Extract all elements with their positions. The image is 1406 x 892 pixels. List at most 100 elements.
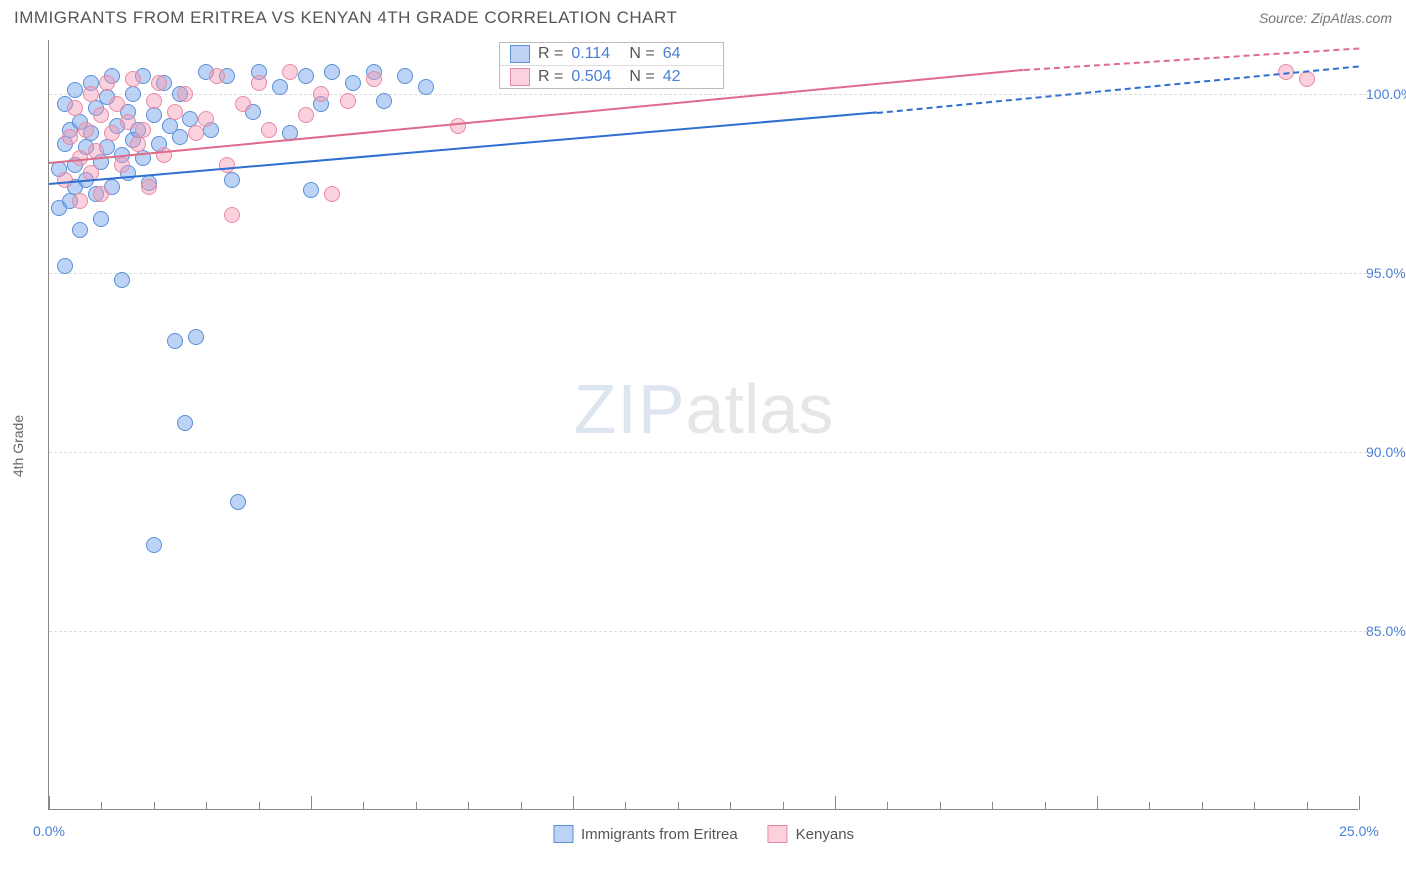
scatter-point [93,107,109,123]
y-tick-label: 90.0% [1366,444,1406,460]
gridline-h [49,452,1367,453]
x-tick [311,796,312,810]
scatter-point [146,93,162,109]
scatter-point [114,272,130,288]
scatter-point [324,186,340,202]
x-tick [573,796,574,810]
x-minor-tick [992,802,993,810]
x-minor-tick [521,802,522,810]
x-minor-tick [1202,802,1203,810]
scatter-point [397,68,413,84]
scatter-point [146,537,162,553]
legend-label: Kenyans [796,826,854,843]
scatter-point [198,111,214,127]
x-tick [835,796,836,810]
scatter-point [177,415,193,431]
scatter-point [376,93,392,109]
scatter-point [224,172,240,188]
legend-swatch [510,45,530,63]
y-tick-label: 85.0% [1366,623,1406,639]
trend-line-dash [877,65,1359,114]
scatter-point [272,79,288,95]
trend-line-dash [1024,47,1359,70]
x-minor-tick [154,802,155,810]
x-minor-tick [468,802,469,810]
x-minor-tick [940,802,941,810]
scatter-point [67,100,83,116]
gridline-h [49,631,1367,632]
stat-r-label: R = [538,45,563,63]
scatter-point [93,211,109,227]
watermark-zip: ZIP [574,370,686,448]
scatter-point [167,333,183,349]
x-minor-tick [783,802,784,810]
source-name: ZipAtlas.com [1311,10,1392,26]
scatter-point [366,71,382,87]
scatter-point [130,136,146,152]
stat-n-value: 64 [663,45,713,63]
scatter-point [167,104,183,120]
scatter-point [450,118,466,134]
chart-plot-area: ZIPatlas 100.0%95.0%90.0%85.0%0.0%25.0%R… [48,40,1358,810]
scatter-point [282,64,298,80]
x-minor-tick [101,802,102,810]
x-minor-tick [1307,802,1308,810]
x-minor-tick [625,802,626,810]
scatter-point [125,86,141,102]
scatter-point [418,79,434,95]
scatter-point [1299,71,1315,87]
x-tick [1359,796,1360,810]
scatter-point [146,107,162,123]
scatter-point [298,107,314,123]
x-minor-tick [678,802,679,810]
chart-title: IMMIGRANTS FROM ERITREA VS KENYAN 4TH GR… [14,8,677,28]
scatter-point [230,494,246,510]
scatter-point [188,125,204,141]
legend-label: Immigrants from Eritrea [581,826,738,843]
scatter-point [120,114,136,130]
scatter-point [209,68,225,84]
x-minor-tick [363,802,364,810]
scatter-point [57,172,73,188]
scatter-point [298,68,314,84]
x-minor-tick [730,802,731,810]
scatter-point [303,182,319,198]
legend-item: Kenyans [768,825,854,843]
scatter-point [345,75,361,91]
x-minor-tick [206,802,207,810]
watermark: ZIPatlas [574,369,834,449]
legend-swatch [553,825,573,843]
gridline-h [49,273,1367,274]
chart-source: Source: ZipAtlas.com [1259,10,1392,26]
legend-stats-box: R =0.114N =64R =0.504N =42 [499,42,724,89]
scatter-point [104,125,120,141]
scatter-point [72,193,88,209]
stat-n-label: N = [629,45,654,63]
x-tick-label: 25.0% [1339,823,1379,839]
scatter-point [313,86,329,102]
x-minor-tick [1149,802,1150,810]
legend-stats-row: R =0.114N =64 [500,43,723,66]
scatter-point [62,129,78,145]
scatter-point [188,329,204,345]
x-minor-tick [259,802,260,810]
legend-swatch [510,68,530,86]
scatter-point [78,122,94,138]
scatter-point [83,86,99,102]
scatter-point [57,258,73,274]
stat-r-label: R = [538,68,563,86]
scatter-point [324,64,340,80]
scatter-point [235,96,251,112]
legend-item: Immigrants from Eritrea [553,825,738,843]
scatter-point [340,93,356,109]
gridline-h [49,94,1367,95]
scatter-point [114,157,130,173]
legend-stats-row: R =0.504N =42 [500,66,723,88]
x-minor-tick [416,802,417,810]
scatter-point [172,129,188,145]
x-tick-label: 0.0% [33,823,65,839]
x-minor-tick [1254,802,1255,810]
scatter-point [177,86,193,102]
stat-n-label: N = [629,68,654,86]
chart-header: IMMIGRANTS FROM ERITREA VS KENYAN 4TH GR… [0,0,1406,34]
